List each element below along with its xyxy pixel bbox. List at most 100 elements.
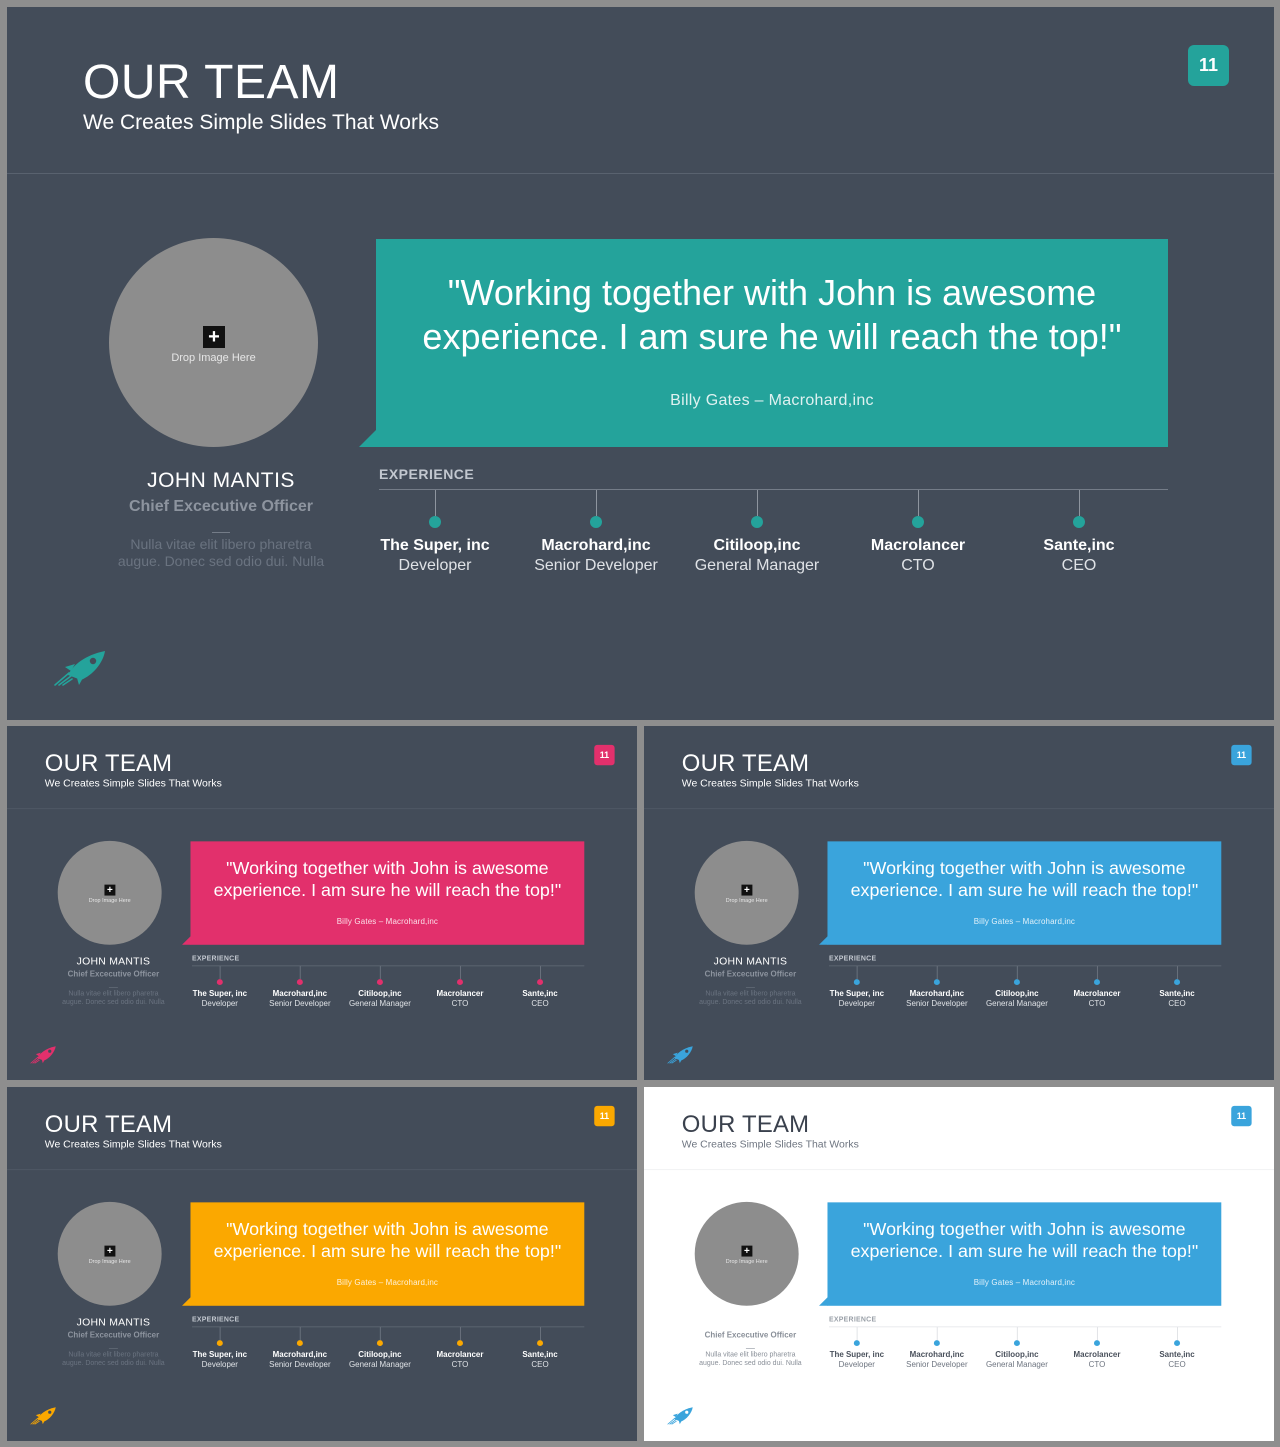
description-line: augue. Donec sed odio dui. Nulla bbox=[62, 1358, 165, 1367]
quote-author: Billy Gates – Macrohard,inc bbox=[670, 392, 874, 409]
timeline-stem bbox=[756, 490, 758, 516]
experience-timeline bbox=[379, 489, 1168, 490]
experience-item: Citiloop,inc General Manager bbox=[972, 966, 1062, 1008]
slide-content: OUR TEAM We Creates Simple Slides That W… bbox=[7, 7, 1274, 720]
timeline-stem bbox=[1078, 490, 1080, 516]
plus-icon[interactable]: + bbox=[104, 1245, 116, 1257]
description-line: Nulla vitae elit libero pharetra bbox=[705, 989, 796, 997]
drop-image-label: Drop Image Here bbox=[171, 352, 256, 364]
quote-line: "Working together with John is awesome bbox=[447, 272, 1097, 313]
experience-position: CEO bbox=[1168, 999, 1186, 1008]
person-description: Nulla vitae elit libero pharetra augue. … bbox=[57, 1350, 170, 1367]
photo-placeholder[interactable]: + Drop Image Here bbox=[694, 1201, 799, 1306]
header-divider bbox=[7, 173, 1274, 174]
plus-icon[interactable]: + bbox=[203, 326, 225, 348]
slide-content: OUR TEAM We Creates Simple Slides That W… bbox=[644, 1087, 1274, 1441]
experience-position: CTO bbox=[1088, 1360, 1106, 1369]
quote-line: "Working together with John is awesome bbox=[863, 1218, 1186, 1240]
experience-company: Citiloop,inc bbox=[995, 1350, 1039, 1359]
experience-company: Macrolancer bbox=[436, 1350, 484, 1359]
slide-title: OUR TEAM bbox=[44, 750, 173, 777]
experience-item: Macrohard,inc Senior Developer bbox=[892, 966, 982, 1008]
slide-variant-pink: OUR TEAM We Creates Simple Slides That W… bbox=[7, 726, 637, 1080]
description-line: augue. Donec sed odio dui. Nulla bbox=[117, 553, 325, 569]
person-description: Nulla vitae elit libero pharetra augue. … bbox=[57, 989, 170, 1006]
drop-image-label: Drop Image Here bbox=[88, 1258, 131, 1265]
rocket-icon bbox=[667, 1046, 693, 1064]
quote-box: "Working together with John is awesome e… bbox=[190, 1202, 585, 1306]
timeline-dot bbox=[853, 979, 860, 986]
slide-title: OUR TEAM bbox=[83, 56, 340, 109]
photo-placeholder[interactable]: + Drop Image Here bbox=[57, 840, 162, 945]
experience-label: EXPERIENCE bbox=[828, 954, 877, 963]
experience-company: Citiloop,inc bbox=[358, 989, 402, 998]
experience-position: Developer bbox=[838, 1360, 875, 1369]
plus-icon[interactable]: + bbox=[104, 884, 116, 896]
plus-icon[interactable]: + bbox=[741, 1245, 753, 1257]
slide-subtitle: We Creates Simple Slides That Works bbox=[681, 1138, 859, 1151]
experience-item: Citiloop,inc General Manager bbox=[667, 490, 847, 575]
quote-line: experience. I am sure he will reach the … bbox=[213, 1240, 562, 1262]
timeline-dot bbox=[933, 979, 940, 986]
experience-item: Macrohard,inc Senior Developer bbox=[255, 1327, 345, 1369]
quote-text: "Working together with John is awesome e… bbox=[190, 1218, 584, 1262]
quote-line: experience. I am sure he will reach the … bbox=[850, 879, 1199, 901]
experience-position: CEO bbox=[531, 999, 549, 1008]
role-divider bbox=[212, 532, 230, 533]
person-description: Nulla vitae elit libero pharetra augue. … bbox=[694, 1350, 807, 1367]
photo-placeholder[interactable]: + Drop Image Here bbox=[694, 840, 799, 945]
experience-position: Developer bbox=[398, 557, 472, 574]
page-number-badge: 11 bbox=[594, 1105, 615, 1127]
quote-line: "Working together with John is awesome bbox=[226, 1218, 549, 1240]
rocket-icon bbox=[667, 1407, 693, 1425]
experience-position: CTO bbox=[1088, 999, 1106, 1008]
photo-placeholder[interactable]: + Drop Image Here bbox=[57, 1201, 162, 1306]
plus-icon[interactable]: + bbox=[741, 884, 753, 896]
quote-fold bbox=[819, 935, 828, 945]
experience-position: Senior Developer bbox=[269, 999, 331, 1008]
experience-item: Macrolancer CTO bbox=[828, 490, 1008, 575]
timeline-dot bbox=[296, 979, 303, 986]
quote-author: Billy Gates – Macrohard,inc bbox=[973, 917, 1076, 926]
drop-image-label: Drop Image Here bbox=[725, 897, 768, 904]
slide-title: OUR TEAM bbox=[681, 1111, 810, 1138]
quote-fold bbox=[182, 935, 191, 945]
slide-title: OUR TEAM bbox=[681, 750, 810, 777]
photo-placeholder[interactable]: + Drop Image Here bbox=[109, 238, 318, 447]
experience-item: Macrolancer CTO bbox=[415, 1327, 505, 1369]
description-line: augue. Donec sed odio dui. Nulla bbox=[699, 997, 802, 1006]
quote-fold bbox=[819, 1296, 828, 1306]
experience-item: Sante,inc CEO bbox=[989, 490, 1169, 575]
experience-company: Sante,inc bbox=[1159, 989, 1195, 998]
experience-company: Macrolancer bbox=[870, 537, 966, 554]
experience-company: Macrolancer bbox=[1073, 989, 1121, 998]
experience-company: Macrohard,inc bbox=[909, 989, 965, 998]
slide-content: OUR TEAM We Creates Simple Slides That W… bbox=[7, 726, 637, 1080]
slide-subtitle: We Creates Simple Slides That Works bbox=[44, 777, 222, 790]
timeline-dot bbox=[933, 1340, 940, 1347]
description-line: Nulla vitae elit libero pharetra bbox=[68, 989, 159, 997]
timeline-dot bbox=[590, 516, 602, 528]
person-name: JOHN MANTIS bbox=[713, 955, 788, 968]
quote-box: "Working together with John is awesome e… bbox=[827, 1202, 1222, 1306]
timeline-dot bbox=[537, 1340, 544, 1347]
experience-company: The Super, inc bbox=[380, 537, 490, 554]
quote-box: "Working together with John is awesome e… bbox=[376, 239, 1168, 447]
description-line: augue. Donec sed odio dui. Nulla bbox=[699, 1358, 802, 1367]
experience-position: CTO bbox=[451, 1360, 469, 1369]
experience-position: Developer bbox=[201, 999, 238, 1008]
person-role: Chief Excecutive Officer bbox=[704, 970, 797, 979]
page-number-badge: 11 bbox=[1231, 744, 1252, 766]
experience-position: CTO bbox=[451, 999, 469, 1008]
experience-company: The Super, inc bbox=[192, 989, 248, 998]
quote-author: Billy Gates – Macrohard,inc bbox=[336, 917, 439, 926]
experience-item: Citiloop,inc General Manager bbox=[972, 1327, 1062, 1369]
experience-item: Citiloop,inc General Manager bbox=[335, 966, 425, 1008]
person-role: Chief Excecutive Officer bbox=[128, 498, 314, 515]
experience-item: Sante,inc CEO bbox=[1132, 966, 1222, 1008]
slide-variant-light: OUR TEAM We Creates Simple Slides That W… bbox=[644, 1087, 1274, 1441]
timeline-dot bbox=[376, 1340, 383, 1347]
timeline-dot bbox=[216, 1340, 223, 1347]
experience-company: The Super, inc bbox=[829, 989, 885, 998]
rocket-icon bbox=[54, 651, 105, 686]
